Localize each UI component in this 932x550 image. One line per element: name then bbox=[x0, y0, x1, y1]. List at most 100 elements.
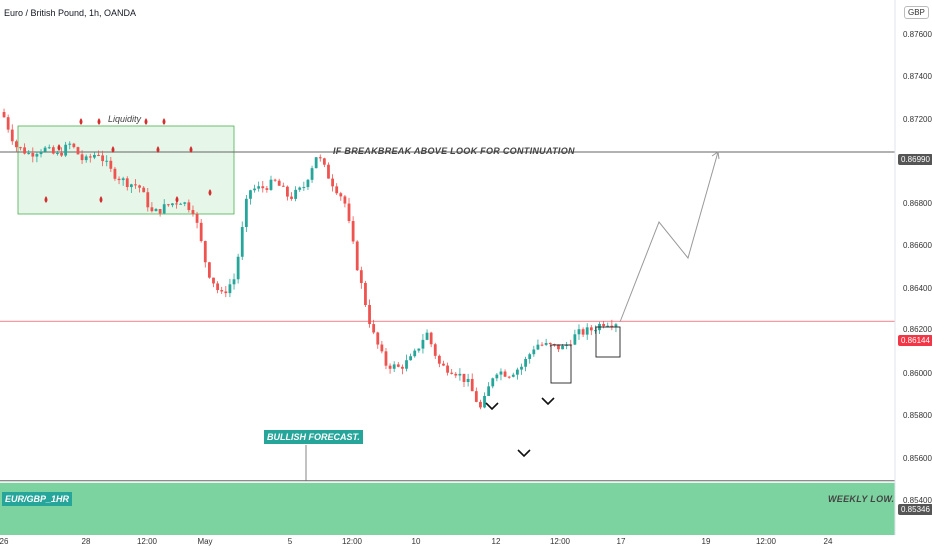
candle-body bbox=[331, 178, 334, 187]
candle-body bbox=[150, 207, 154, 212]
candle-body bbox=[134, 184, 137, 186]
candle-body bbox=[474, 391, 478, 402]
x-tick-label: 12:00 bbox=[136, 537, 158, 546]
candle-body bbox=[585, 327, 589, 335]
x-tick-label: 24 bbox=[823, 537, 833, 546]
candle-body bbox=[322, 158, 326, 165]
candle-body bbox=[154, 209, 158, 212]
weekly-low-label: WEEKLY LOW. bbox=[828, 494, 895, 504]
candle-body bbox=[524, 358, 527, 367]
candle-body bbox=[146, 192, 150, 208]
breakout-label: IF BREAKBREAK ABOVE LOOK FOR CONTINUATIO… bbox=[333, 146, 575, 156]
candle-body bbox=[450, 372, 454, 374]
candle-body bbox=[376, 332, 380, 345]
droplet-icon bbox=[175, 196, 179, 203]
x-tick-label: May bbox=[197, 537, 213, 546]
candle-body bbox=[207, 262, 211, 278]
candle-body bbox=[175, 203, 178, 205]
candle-body bbox=[101, 155, 105, 162]
candle-body bbox=[187, 202, 191, 211]
candle-body bbox=[23, 147, 26, 154]
candle-body bbox=[573, 334, 577, 345]
weekly-low-price-badge: 0.85346 bbox=[898, 504, 932, 515]
x-tick-label: 17 bbox=[616, 537, 626, 546]
candle-body bbox=[548, 342, 552, 345]
candle-body bbox=[88, 156, 92, 158]
candle-body bbox=[335, 186, 339, 194]
droplet-icon bbox=[156, 146, 160, 153]
candle-body bbox=[109, 160, 113, 169]
y-tick-label: 0.85400 bbox=[903, 496, 932, 505]
candle-body bbox=[117, 178, 121, 181]
droplet-icon bbox=[162, 118, 166, 125]
candle-body bbox=[487, 386, 491, 396]
candle-body bbox=[355, 241, 359, 271]
candle-body bbox=[228, 284, 232, 294]
candle-body bbox=[302, 187, 306, 189]
candle-body bbox=[454, 373, 458, 376]
candle-body bbox=[257, 186, 261, 189]
candle-body bbox=[35, 154, 39, 157]
candle-body bbox=[401, 366, 404, 369]
candle-body bbox=[162, 204, 166, 214]
x-tick-label: 10 bbox=[411, 537, 421, 546]
candle-body bbox=[577, 329, 581, 335]
candle-body bbox=[84, 156, 88, 161]
candle-body bbox=[129, 184, 133, 188]
bullish-forecast-tag: BULLISH FORECAST. bbox=[264, 430, 363, 444]
droplet-icon bbox=[144, 118, 148, 125]
candle-body bbox=[351, 221, 355, 242]
y-tick-label: 0.86200 bbox=[903, 325, 932, 334]
candle-body bbox=[261, 186, 265, 189]
candle-body bbox=[240, 227, 244, 257]
chevron-down-icon bbox=[517, 449, 531, 458]
candle-body bbox=[244, 198, 248, 228]
candle-body bbox=[306, 179, 310, 188]
droplet-icon bbox=[44, 196, 48, 203]
candle-body bbox=[265, 188, 269, 190]
projection-arrowhead bbox=[711, 151, 720, 160]
y-tick-label: 0.87200 bbox=[903, 115, 932, 124]
x-tick-label: 28 bbox=[81, 537, 91, 546]
candle-body bbox=[19, 147, 22, 149]
candle-body bbox=[43, 147, 47, 152]
candle-body bbox=[273, 179, 277, 181]
droplet-icon bbox=[97, 118, 101, 125]
candle-body bbox=[14, 141, 18, 148]
candle-body bbox=[511, 374, 515, 377]
candle-body bbox=[2, 112, 6, 118]
candle-body bbox=[503, 371, 507, 377]
candle-body bbox=[466, 378, 470, 382]
candle-body bbox=[495, 374, 499, 379]
candle-body bbox=[183, 202, 187, 204]
candle-body bbox=[602, 323, 606, 327]
x-tick-label: 12:00 bbox=[755, 537, 777, 546]
droplet-icon bbox=[208, 189, 212, 196]
candle-body bbox=[179, 203, 183, 205]
candle-body bbox=[544, 342, 548, 345]
candle-body bbox=[479, 401, 482, 408]
candle-body bbox=[520, 366, 523, 370]
y-tick-label: 0.87600 bbox=[903, 30, 932, 39]
candle-body bbox=[220, 290, 224, 292]
candle-body bbox=[417, 348, 421, 351]
candle-body bbox=[51, 147, 55, 154]
x-tick-label: 26 bbox=[0, 537, 9, 546]
candle-body bbox=[446, 365, 449, 373]
candle-body bbox=[384, 351, 388, 366]
candle-body bbox=[425, 332, 429, 340]
candle-body bbox=[413, 350, 417, 357]
candle-body bbox=[528, 354, 532, 359]
currency-badge[interactable]: GBP bbox=[904, 6, 929, 19]
y-tick-label: 0.86400 bbox=[903, 284, 932, 293]
candle-body bbox=[327, 164, 330, 179]
candle-body bbox=[97, 154, 100, 156]
candle-body bbox=[347, 203, 351, 222]
droplet-icon bbox=[111, 146, 115, 153]
candle-body bbox=[121, 178, 125, 181]
candle-body bbox=[372, 324, 376, 333]
candle-body bbox=[286, 186, 289, 197]
candle-body bbox=[359, 270, 363, 283]
candle-body bbox=[343, 196, 347, 204]
